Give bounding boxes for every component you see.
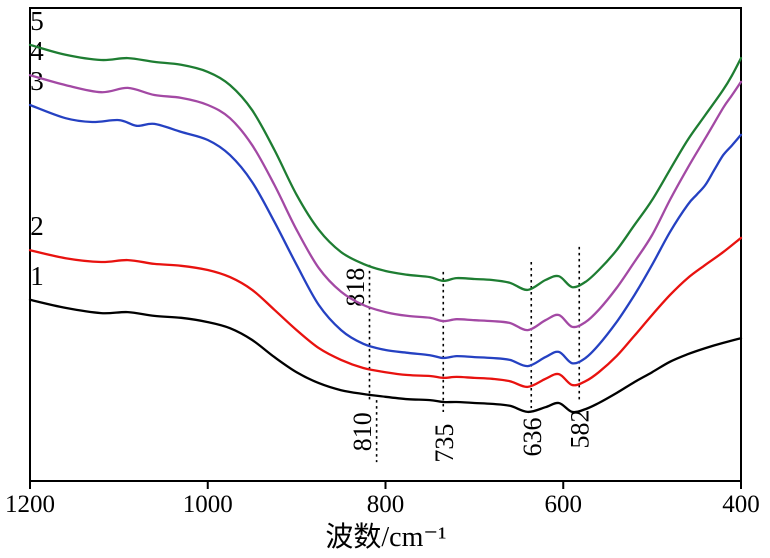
spectrum-curve-4	[28, 74, 743, 332]
spectrum-curve-1	[28, 298, 743, 414]
x-tick-label: 400	[722, 491, 760, 518]
curve-number-3: 3	[30, 66, 44, 96]
curve-number-2: 2	[30, 211, 44, 241]
curve-number-5: 5	[30, 6, 44, 36]
x-axis-title: 波数/cm⁻¹	[325, 521, 446, 553]
x-tick-label: 800	[367, 491, 405, 518]
x-tick-label: 600	[545, 491, 583, 518]
spectrum-curve-5	[28, 43, 743, 292]
curve-number-4: 4	[30, 36, 44, 66]
band-label-636: 636	[518, 418, 547, 457]
plot-frame	[29, 7, 742, 482]
spectrum-curve-2	[28, 236, 743, 389]
band-label-810: 810	[348, 412, 377, 451]
x-tick-label: 1200	[5, 491, 55, 518]
curve-number-1: 1	[30, 261, 44, 291]
x-tick-label: 1000	[183, 491, 233, 518]
band-label-582: 582	[566, 409, 595, 448]
band-label-735: 735	[430, 424, 459, 463]
spectrum-curve-3	[28, 103, 743, 368]
